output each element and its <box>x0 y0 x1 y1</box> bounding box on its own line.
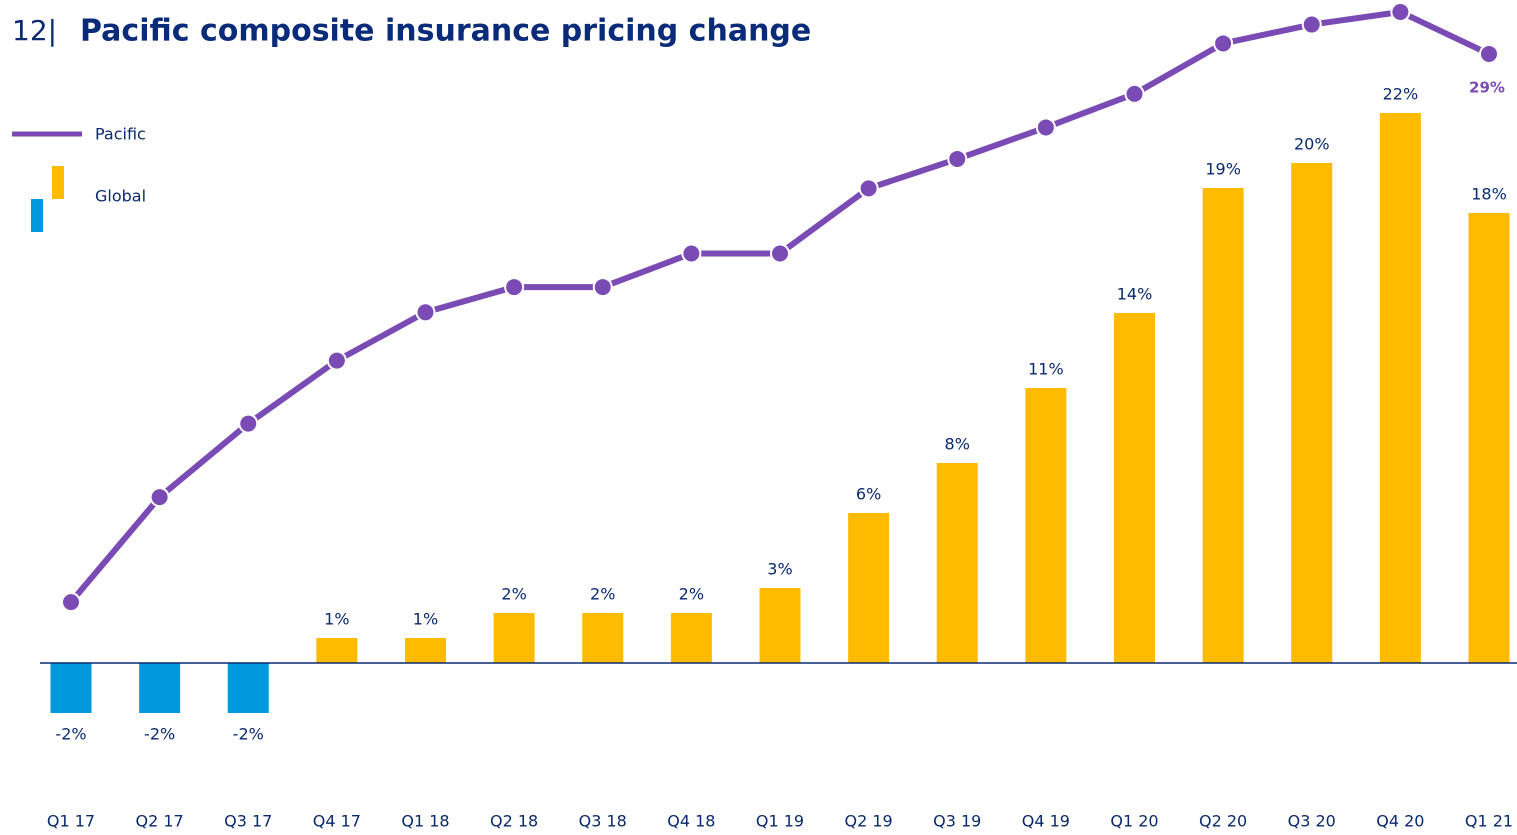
data-label: 3% <box>767 560 792 579</box>
bar <box>759 588 801 663</box>
legend-label: Pacific <box>95 125 146 144</box>
line-point <box>1124 83 1145 104</box>
x-tick-label: Q4 19 <box>1022 812 1070 831</box>
bar <box>227 663 269 713</box>
bar <box>582 613 624 663</box>
bar <box>936 463 978 663</box>
bar <box>1025 388 1067 663</box>
x-tick-label: Q2 19 <box>845 812 893 831</box>
line-point <box>858 178 879 199</box>
line-point <box>1390 1 1411 22</box>
bar <box>139 663 181 713</box>
data-label: 29% <box>1469 78 1505 96</box>
bar <box>848 513 890 663</box>
data-label: -2% <box>55 725 86 744</box>
line-point <box>326 350 347 371</box>
x-tick-label: Q4 20 <box>1376 812 1424 831</box>
bar <box>1114 313 1155 663</box>
data-label: 1% <box>413 610 438 629</box>
line-point <box>1213 33 1234 54</box>
bar <box>316 638 358 663</box>
data-label: 2% <box>590 585 615 604</box>
data-label: 22% <box>1383 85 1419 104</box>
x-tick-label: Q4 17 <box>313 812 361 831</box>
data-label: 8% <box>945 435 970 454</box>
chart-title: Pacific composite insurance pricing chan… <box>80 14 811 49</box>
legend-label: Global <box>95 187 146 206</box>
data-label: 18% <box>1471 185 1507 204</box>
bar <box>1291 163 1333 663</box>
x-tick-label: Q2 17 <box>136 812 184 831</box>
data-label: -2% <box>144 725 175 744</box>
line-point <box>149 487 170 508</box>
line-point <box>415 302 436 323</box>
bar <box>405 638 446 663</box>
data-label: 6% <box>856 485 881 504</box>
page-number: 12| <box>12 14 57 47</box>
x-tick-label: Q4 18 <box>667 812 715 831</box>
line-point <box>681 243 702 264</box>
x-tick-label: Q1 20 <box>1110 812 1158 831</box>
data-label: 1% <box>324 610 349 629</box>
line-point <box>947 148 968 169</box>
data-label: 11% <box>1028 360 1064 379</box>
legend-swatch <box>52 166 64 199</box>
legend-swatch <box>31 199 43 232</box>
data-label: 2% <box>679 585 704 604</box>
line <box>68 8 1491 605</box>
line-point <box>1035 117 1056 138</box>
x-tick-label: Q3 19 <box>933 812 981 831</box>
x-tick-label: Q2 20 <box>1199 812 1247 831</box>
data-label: -2% <box>233 725 264 744</box>
x-tick-label: Q2 18 <box>490 812 538 831</box>
x-tick-label: Q3 17 <box>224 812 272 831</box>
bar <box>1468 213 1510 663</box>
x-tick-label: Q3 20 <box>1288 812 1336 831</box>
line-point <box>1479 43 1499 64</box>
line-point <box>504 277 525 298</box>
x-tick-label: Q1 18 <box>401 812 449 831</box>
line-point <box>61 592 81 613</box>
bar <box>50 663 92 713</box>
line-point <box>238 413 259 434</box>
data-label: 14% <box>1117 285 1153 304</box>
bar <box>493 613 535 663</box>
x-tick-label: Q1 19 <box>756 812 804 831</box>
data-label: 2% <box>501 585 526 604</box>
bar <box>670 613 712 663</box>
x-tick-label: Q3 18 <box>579 812 627 831</box>
x-tick-label: Q1 17 <box>47 812 95 831</box>
bar <box>1379 113 1421 663</box>
data-label: 19% <box>1205 160 1241 179</box>
bar <box>1202 188 1244 663</box>
line-point <box>1301 14 1322 35</box>
line-point <box>770 243 790 264</box>
data-label: 20% <box>1294 135 1330 154</box>
line-point <box>592 277 613 298</box>
x-tick-label: Q1 21 <box>1465 812 1513 831</box>
